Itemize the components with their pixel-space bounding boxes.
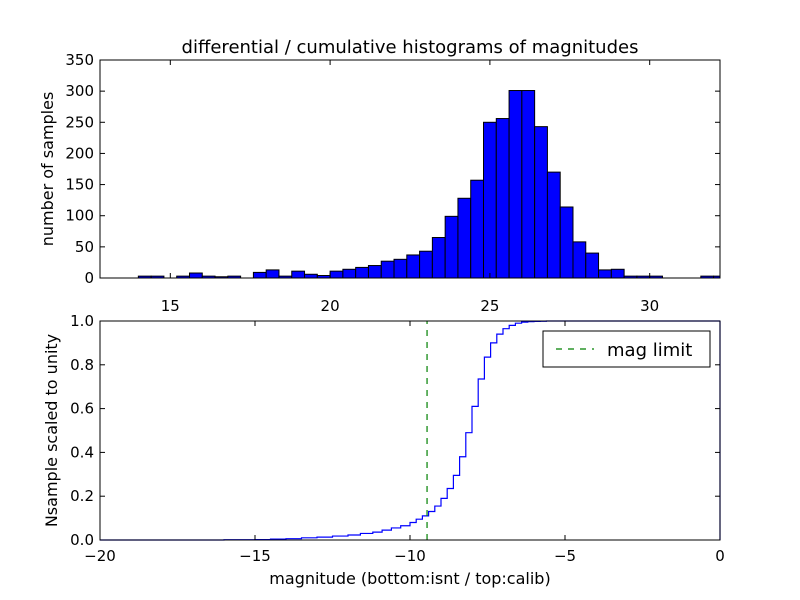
y-tick-label: 350 bbox=[65, 51, 94, 69]
x-tick-label: −5 bbox=[554, 547, 576, 565]
histogram-bars bbox=[137, 90, 720, 278]
histogram-bar bbox=[444, 215, 459, 278]
histogram-bar bbox=[572, 241, 587, 278]
histogram-bar bbox=[610, 268, 625, 278]
histogram-bar bbox=[585, 252, 600, 278]
top-histogram-panel: 0 50 100 150 200 250 300 350 15 20 25 30 number of s… bbox=[38, 51, 721, 315]
x-tick-label: 0 bbox=[715, 547, 725, 565]
y-tick-label: 0.2 bbox=[70, 487, 94, 505]
y-tick-label: 0 bbox=[84, 269, 94, 287]
chart-title: differential / cumulative histograms of … bbox=[182, 37, 639, 58]
histogram-bar bbox=[342, 268, 357, 278]
histogram-bar bbox=[419, 250, 433, 278]
y-tick-label: 0.8 bbox=[70, 356, 94, 374]
y-tick-label: 0.0 bbox=[70, 531, 94, 549]
x-tick-label: 25 bbox=[480, 297, 499, 315]
x-tick-label: −15 bbox=[239, 547, 271, 565]
histogram-bar bbox=[291, 270, 306, 278]
histogram-bar bbox=[521, 90, 536, 278]
histogram-bar bbox=[150, 275, 165, 278]
x-tick-label: 20 bbox=[321, 297, 340, 315]
x-tick-label: −10 bbox=[394, 547, 426, 565]
histogram-bar bbox=[188, 272, 203, 278]
histogram-bar bbox=[367, 265, 382, 278]
y-axis-label: number of samples bbox=[38, 92, 57, 247]
y-tick-label: 250 bbox=[65, 113, 94, 131]
y-tick-label: 200 bbox=[65, 144, 94, 162]
histogram-bar bbox=[393, 258, 408, 278]
histogram-bar bbox=[304, 273, 318, 278]
histogram-bar bbox=[380, 260, 395, 278]
top-plot-frame bbox=[99, 59, 721, 279]
histogram-bar bbox=[508, 90, 523, 278]
histogram-bar bbox=[534, 126, 548, 278]
histogram-bar bbox=[495, 118, 510, 278]
bottom-cumulative-panel: 0.0 0.2 0.4 0.6 0.8 1.0 −20 −15 −10 −5 0 magnitude … bbox=[42, 312, 725, 588]
y-tick-label: 50 bbox=[75, 238, 94, 256]
histogram-bar bbox=[559, 206, 574, 278]
histogram-bar bbox=[227, 275, 242, 278]
y-tick-label: 100 bbox=[65, 207, 94, 225]
histogram-bar bbox=[546, 171, 561, 278]
x-tick-label: 15 bbox=[161, 297, 180, 315]
y-tick-label: 0.6 bbox=[70, 400, 94, 418]
x-tick-label: 30 bbox=[640, 297, 659, 315]
cumulative-step-line bbox=[100, 320, 720, 541]
y-axis-label: Nsample scaled to unity bbox=[42, 334, 61, 527]
histogram-bar bbox=[406, 254, 421, 278]
histogram-bar bbox=[713, 275, 720, 278]
y-tick-label: 300 bbox=[65, 82, 94, 100]
x-tick-label: −20 bbox=[84, 547, 116, 565]
y-tick-label: 150 bbox=[65, 176, 94, 194]
histogram-bar bbox=[265, 269, 280, 278]
y-tick-label: 0.4 bbox=[70, 443, 94, 461]
legend: mag limit bbox=[542, 330, 711, 368]
legend-label: mag limit bbox=[607, 340, 692, 361]
histogram-bar bbox=[598, 269, 612, 278]
histogram-bar bbox=[252, 271, 267, 278]
histogram-bar bbox=[329, 270, 344, 278]
histogram-bar bbox=[457, 197, 472, 278]
histogram-bar bbox=[470, 179, 485, 278]
histogram-bar bbox=[355, 266, 369, 278]
histogram-bar bbox=[483, 121, 497, 278]
x-axis-label: magnitude (bottom:isnt / top:calib) bbox=[269, 569, 550, 588]
y-tick-label: 1.0 bbox=[70, 312, 94, 330]
histogram-bar bbox=[431, 237, 446, 278]
